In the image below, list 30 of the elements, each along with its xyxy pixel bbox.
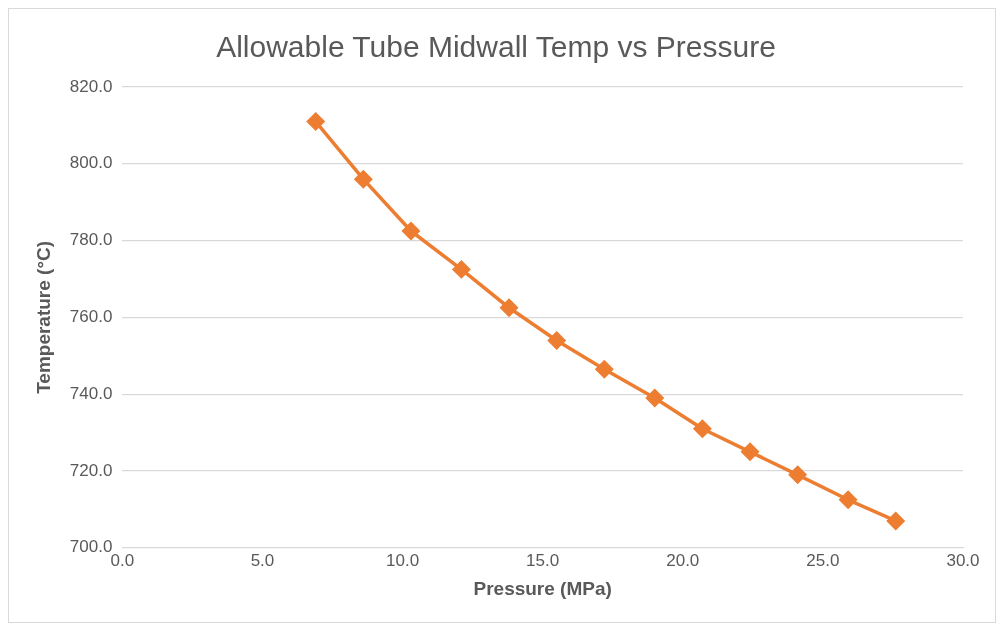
point [839,491,857,509]
point [788,466,807,484]
point [595,360,614,378]
y-tick-label: 800.0 [69,153,113,173]
y-tick-label: 820.0 [69,76,113,96]
point [887,512,905,530]
x-tick-label: 30.0 [946,550,980,570]
x-tick-label: 15.0 [526,550,560,570]
y-tick-label: 780.0 [69,230,113,250]
y-axis-title: Temperature (°C) [32,240,54,394]
x-tick-label: 0.0 [110,550,135,570]
x-tick-label: 10.0 [386,550,420,570]
y-tick-label: 760.0 [69,307,113,327]
y-tick-label: 720.0 [69,460,113,480]
chart-title: Allowable Tube Midwall Temp vs Pressure [216,30,776,64]
point [402,222,420,240]
x-tick-label: 25.0 [806,550,840,570]
point [646,389,664,407]
point [452,260,471,279]
point [500,299,518,317]
point [354,170,373,188]
x-tick-label: 5.0 [250,550,275,570]
x-axis-title: Pressure (MPa) [473,577,612,599]
y-tick-label: 740.0 [69,383,113,403]
point [547,331,566,350]
point [693,420,712,438]
point [306,112,325,131]
x-tick-label: 20.0 [666,550,700,570]
point [741,443,759,461]
y-tick-label: 700.0 [69,537,113,557]
